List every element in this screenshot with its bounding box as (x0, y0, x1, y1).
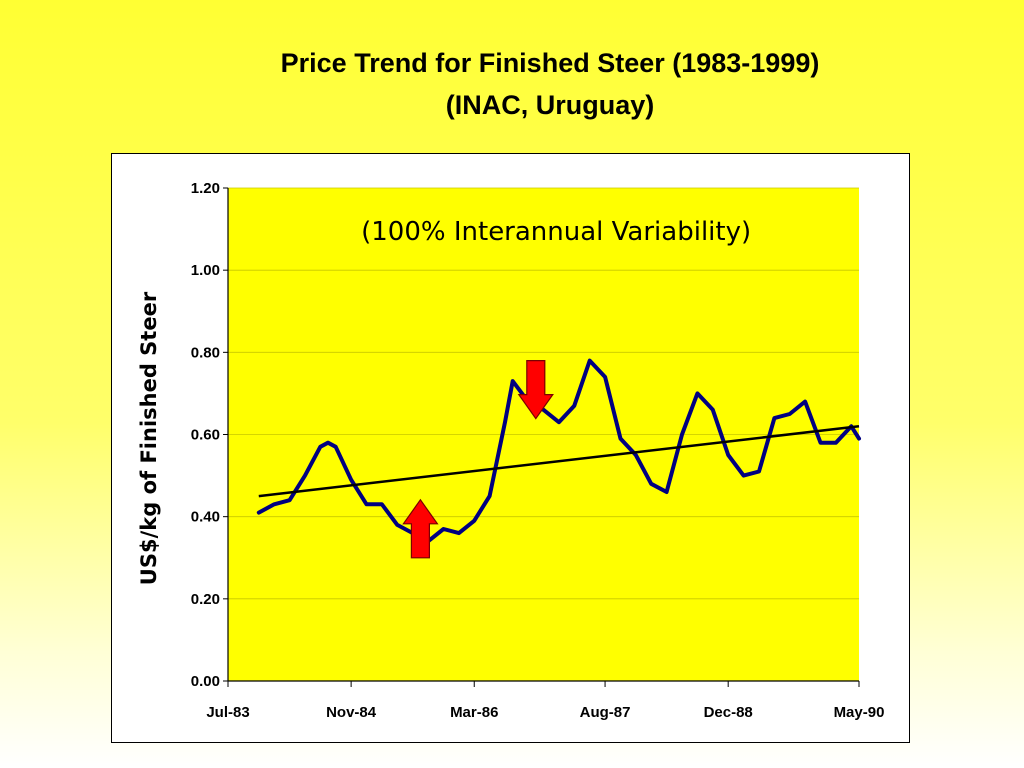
y-axis-label: US$/kg of Finished Steer (137, 291, 161, 585)
chart-subtitle: (INAC, Uruguay) (445, 90, 655, 120)
y-tick-label: 0.20 (191, 591, 220, 608)
line-chart: 0.00 0.20 0.40 0.60 0.80 1.00 1.20 Jul-83 Nov-8… (137, 180, 884, 721)
up-arrow-icon (402, 498, 439, 559)
x-tick-label: Nov-84 (326, 704, 377, 721)
y-tick-label: 0.80 (191, 344, 220, 361)
chart-title: Price Trend for Finished Steer (1983-199… (280, 48, 820, 78)
x-tick-label: Aug-87 (580, 704, 631, 721)
x-tick-label: Dec-88 (704, 704, 753, 721)
y-tick-label: 1.20 (191, 180, 220, 197)
variability-annotation: (100% Interannual Variability) (361, 217, 751, 247)
y-axis-ticks: 0.00 0.20 0.40 0.60 0.80 1.00 1.20 (191, 180, 228, 690)
x-tick-label: Mar-86 (450, 704, 498, 721)
x-axis-ticks: Jul-83 Nov-84 Mar-86 Aug-87 Dec-88 May-90 (206, 681, 884, 721)
y-tick-label: 1.00 (191, 262, 220, 279)
x-tick-label: Jul-83 (206, 704, 249, 721)
y-tick-label: 0.00 (191, 673, 220, 690)
gridlines (228, 187, 859, 600)
arrow-markers (402, 360, 554, 559)
trendline-line (258, 425, 860, 498)
x-tick-label: May-90 (834, 704, 885, 721)
series-line (256, 358, 861, 544)
price-series (256, 358, 861, 544)
down-arrow-icon (517, 360, 554, 420)
y-tick-label: 0.60 (191, 427, 220, 444)
chart-frame: 0.00 0.20 0.40 0.60 0.80 1.00 1.20 Jul-83 Nov-8… (111, 153, 910, 743)
y-tick-label: 0.40 (191, 509, 220, 526)
trendline (258, 425, 860, 498)
